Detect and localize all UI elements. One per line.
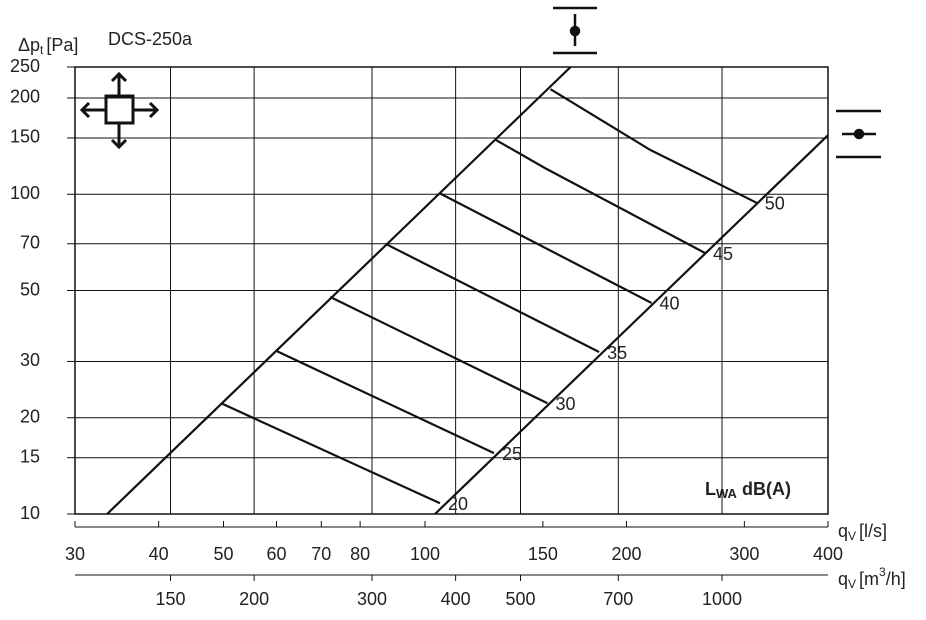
series-label: 50 bbox=[765, 194, 785, 214]
series-line bbox=[549, 88, 758, 204]
series-line bbox=[434, 134, 828, 514]
x2-tick-label: 300 bbox=[357, 589, 387, 609]
x2-tick-label: 150 bbox=[155, 589, 185, 609]
series-label: 25 bbox=[502, 444, 522, 464]
y-tick-label: 70 bbox=[20, 233, 40, 253]
y-tick-label: 250 bbox=[10, 56, 40, 76]
legend-label: LWA dB(A) bbox=[705, 479, 791, 502]
series-line bbox=[106, 67, 572, 514]
y-tick-label: 15 bbox=[20, 446, 40, 466]
series-label: 40 bbox=[660, 294, 680, 314]
y-tick-label: 10 bbox=[20, 503, 40, 523]
y-tick-label: 100 bbox=[10, 183, 40, 203]
x2-axis-label: qV [m3/h] bbox=[838, 565, 906, 591]
x-tick-label: 200 bbox=[611, 544, 641, 564]
x-tick-label: 80 bbox=[350, 544, 370, 564]
y-tick-label: 150 bbox=[10, 127, 40, 147]
series-label: 45 bbox=[713, 244, 733, 264]
series-line bbox=[220, 402, 441, 505]
series-line bbox=[495, 138, 706, 254]
x-tick-label: 40 bbox=[149, 544, 169, 564]
series-line bbox=[438, 192, 653, 304]
x-tick-label: 400 bbox=[813, 544, 843, 564]
x-tick-label: 100 bbox=[410, 544, 440, 564]
x-tick-label: 30 bbox=[65, 544, 85, 564]
x-tick-label: 60 bbox=[266, 544, 286, 564]
x2-tick-label: 400 bbox=[441, 589, 471, 609]
series-label: 20 bbox=[448, 494, 468, 514]
right-symbol bbox=[836, 109, 881, 159]
x-tick-label: 70 bbox=[311, 544, 331, 564]
direction-icon bbox=[79, 71, 160, 150]
top-symbol bbox=[553, 6, 597, 55]
y-tick-label: 50 bbox=[20, 279, 40, 299]
series-line bbox=[275, 349, 495, 455]
x-tick-label: 300 bbox=[729, 544, 759, 564]
y-tick-label: 20 bbox=[20, 406, 40, 426]
x2-tick-label: 700 bbox=[603, 589, 633, 609]
series-line bbox=[329, 296, 548, 405]
x2-tick-label: 200 bbox=[239, 589, 269, 609]
x2-tick-label: 500 bbox=[505, 589, 535, 609]
y-axis-label: Δpt [Pa] bbox=[18, 35, 78, 57]
x-tick-label: 50 bbox=[213, 544, 233, 564]
chart-title: DCS-250a bbox=[108, 29, 193, 49]
series-label: 30 bbox=[555, 394, 575, 414]
x2-tick-label: 1000 bbox=[702, 589, 742, 609]
x-tick-label: 150 bbox=[528, 544, 558, 564]
y-tick-label: 30 bbox=[20, 350, 40, 370]
x-axis-label: qV [l/s] bbox=[838, 521, 887, 543]
y-tick-label: 200 bbox=[10, 87, 40, 107]
series-line bbox=[385, 242, 600, 353]
series-label: 35 bbox=[607, 343, 627, 363]
